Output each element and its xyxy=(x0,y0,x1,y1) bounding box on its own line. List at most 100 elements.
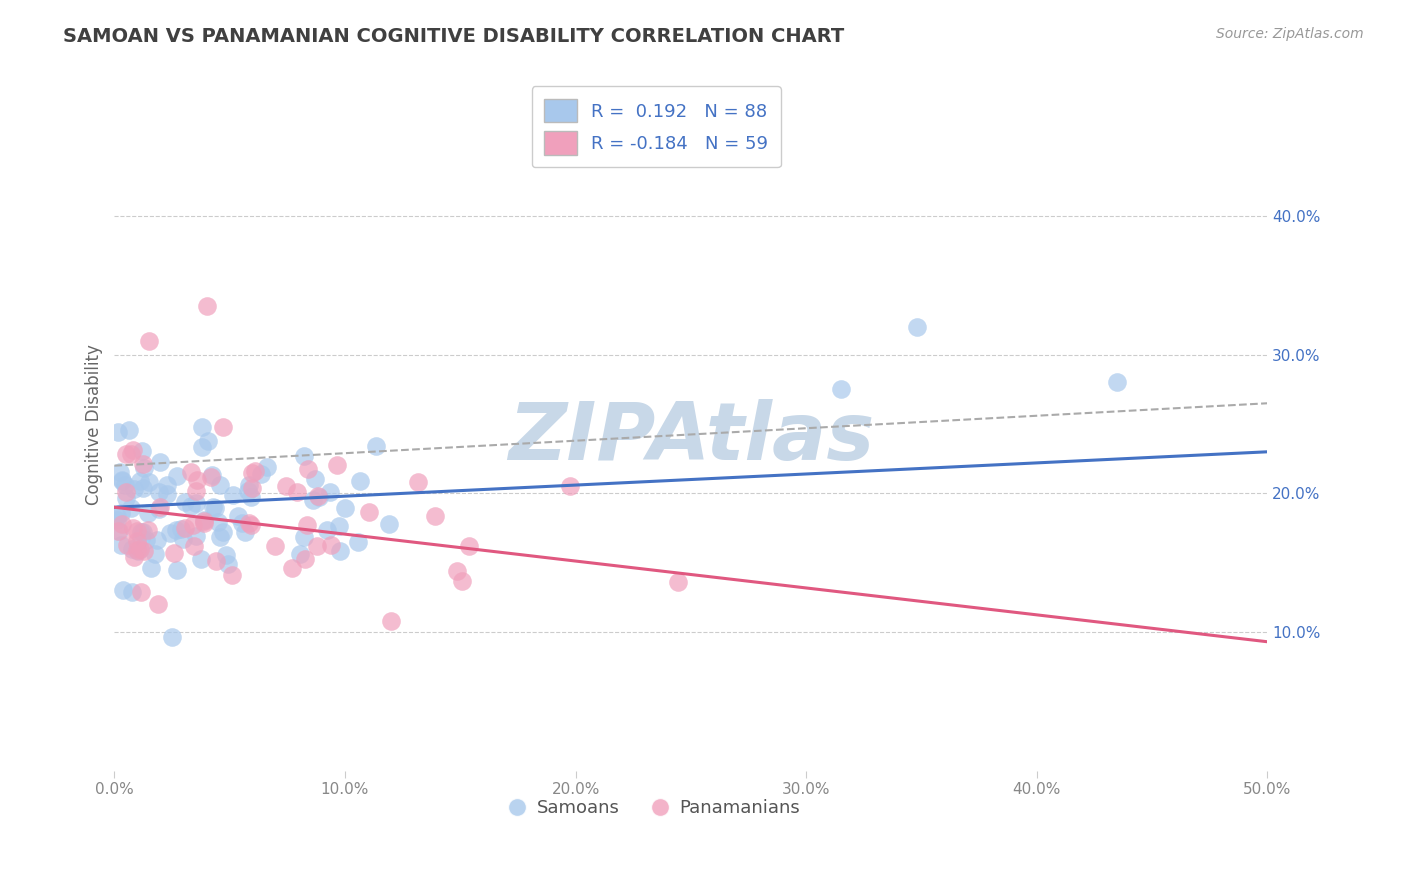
Samoans xyxy=(215,549,238,563)
Panamanians xyxy=(423,508,446,523)
Panamanians xyxy=(127,543,149,558)
Panamanians xyxy=(163,546,186,560)
Samoans xyxy=(105,513,128,527)
Samoans xyxy=(110,538,132,552)
Panamanians xyxy=(242,466,264,480)
Samoans xyxy=(173,495,195,509)
Panamanians xyxy=(125,534,148,549)
Samoans xyxy=(292,530,315,544)
Samoans xyxy=(138,475,160,490)
Panamanians xyxy=(115,538,138,552)
Samoans xyxy=(190,552,212,566)
Samoans xyxy=(222,488,245,502)
Panamanians xyxy=(149,500,172,514)
Samoans xyxy=(111,582,134,597)
Panamanians xyxy=(274,479,297,493)
Samoans xyxy=(108,524,131,538)
Panamanians xyxy=(451,574,474,588)
Panamanians xyxy=(129,541,152,556)
Samoans xyxy=(184,528,207,542)
Samoans xyxy=(131,444,153,458)
Panamanians xyxy=(281,560,304,574)
Samoans xyxy=(256,459,278,474)
Samoans xyxy=(329,544,352,558)
Panamanians xyxy=(243,464,266,478)
Text: SAMOAN VS PANAMANIAN COGNITIVE DISABILITY CORRELATION CHART: SAMOAN VS PANAMANIAN COGNITIVE DISABILIT… xyxy=(63,27,845,45)
Panamanians xyxy=(307,489,329,503)
Samoans xyxy=(124,482,146,496)
Panamanians xyxy=(240,481,263,495)
Panamanians xyxy=(193,514,215,528)
Panamanians xyxy=(122,521,145,535)
Samoans xyxy=(135,533,157,547)
Panamanians xyxy=(263,539,285,553)
Samoans xyxy=(120,501,142,516)
Samoans xyxy=(207,515,229,529)
Samoans xyxy=(288,547,311,561)
Panamanians xyxy=(406,475,429,489)
Panamanians xyxy=(297,462,319,476)
Samoans xyxy=(115,491,138,505)
Samoans xyxy=(191,440,214,454)
Samoans xyxy=(905,320,928,334)
Panamanians xyxy=(668,574,690,589)
Panamanians xyxy=(132,544,155,558)
Text: Source: ZipAtlas.com: Source: ZipAtlas.com xyxy=(1216,27,1364,41)
Legend: Samoans, Panamanians: Samoans, Panamanians xyxy=(506,791,807,824)
Samoans xyxy=(301,493,323,508)
Samoans xyxy=(132,524,155,539)
Samoans xyxy=(364,439,387,453)
Samoans xyxy=(201,467,224,482)
Panamanians xyxy=(294,551,316,566)
Samoans xyxy=(250,467,273,482)
Samoans xyxy=(226,509,249,524)
Samoans xyxy=(148,485,170,500)
Samoans xyxy=(149,455,172,469)
Samoans xyxy=(830,383,852,397)
Panamanians xyxy=(321,538,343,552)
Samoans xyxy=(193,513,215,527)
Samoans xyxy=(315,523,337,537)
Text: ZIPAtlas: ZIPAtlas xyxy=(508,399,875,477)
Samoans xyxy=(129,524,152,539)
Samoans xyxy=(156,486,179,500)
Panamanians xyxy=(132,457,155,471)
Samoans xyxy=(110,507,132,521)
Panamanians xyxy=(124,549,146,564)
Samoans xyxy=(108,465,131,479)
Samoans xyxy=(121,542,143,557)
Samoans xyxy=(156,478,179,492)
Panamanians xyxy=(148,597,170,611)
Samoans xyxy=(105,509,128,524)
Panamanians xyxy=(114,485,136,500)
Panamanians xyxy=(240,518,263,533)
Samoans xyxy=(129,531,152,545)
Panamanians xyxy=(186,473,208,487)
Y-axis label: Cognitive Disability: Cognitive Disability xyxy=(86,343,103,505)
Samoans xyxy=(148,502,170,516)
Panamanians xyxy=(558,479,581,493)
Samoans xyxy=(107,425,129,439)
Samoans xyxy=(233,525,256,540)
Panamanians xyxy=(193,516,215,531)
Panamanians xyxy=(173,521,195,535)
Samoans xyxy=(328,519,350,533)
Panamanians xyxy=(121,442,143,457)
Panamanians xyxy=(183,539,205,553)
Panamanians xyxy=(357,505,380,519)
Panamanians xyxy=(180,465,202,479)
Samoans xyxy=(304,472,326,486)
Samoans xyxy=(111,473,134,487)
Samoans xyxy=(319,484,342,499)
Panamanians xyxy=(212,420,235,434)
Samoans xyxy=(308,490,330,504)
Samoans xyxy=(209,530,232,544)
Panamanians xyxy=(138,334,160,348)
Samoans xyxy=(166,563,188,577)
Samoans xyxy=(1107,376,1129,390)
Samoans xyxy=(204,500,226,515)
Samoans xyxy=(208,478,231,492)
Samoans xyxy=(128,475,150,489)
Samoans xyxy=(378,517,401,532)
Samoans xyxy=(114,477,136,491)
